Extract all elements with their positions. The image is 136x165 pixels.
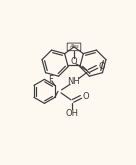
Text: F: F xyxy=(48,75,53,84)
Text: OH: OH xyxy=(66,109,78,118)
Text: O: O xyxy=(71,57,77,66)
Text: NH: NH xyxy=(68,77,80,86)
FancyBboxPatch shape xyxy=(67,43,81,51)
Text: O: O xyxy=(98,62,105,71)
Text: O: O xyxy=(82,92,89,101)
Text: Abs: Abs xyxy=(69,44,79,49)
